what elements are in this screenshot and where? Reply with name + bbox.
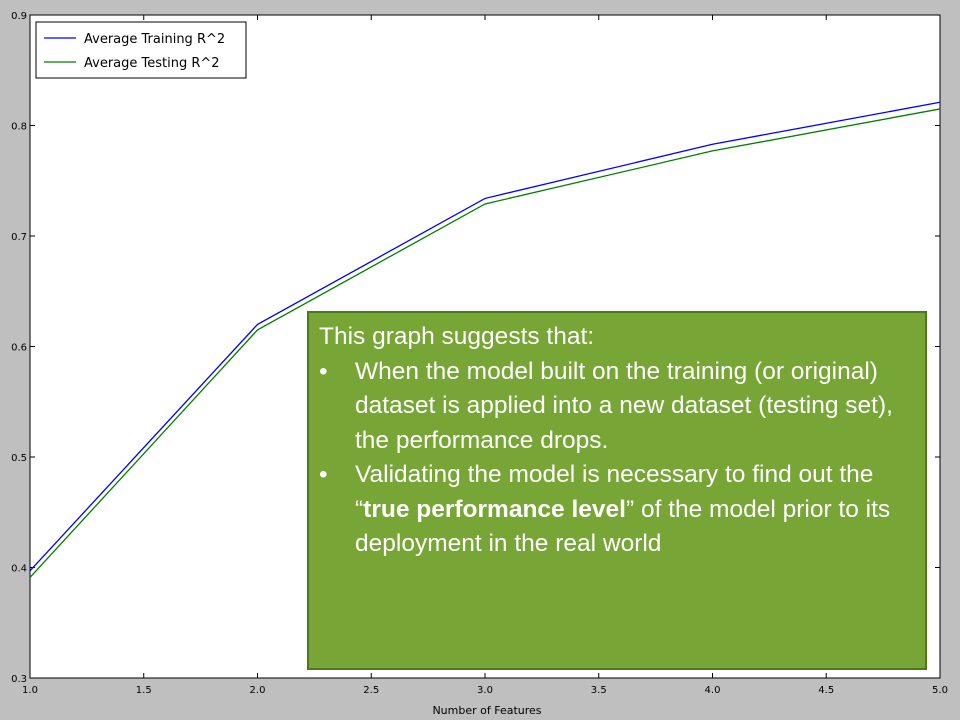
callout-bullet-item: • Validating the model is necessary to f… (319, 458, 913, 562)
callout-heading: This graph suggests that: (319, 323, 595, 350)
y-tick-label: 0.4 (11, 564, 27, 575)
y-tick-label: 0.8 (11, 122, 27, 133)
x-axis-title: Number of Features (432, 704, 541, 717)
x-tick-label: 1.0 (22, 685, 38, 696)
bullet-icon: • (319, 461, 328, 488)
series-line-testing (29, 108, 941, 578)
callout-bullet-item: • When the model built on the training (… (319, 355, 913, 459)
legend-label-testing: Average Testing R^2 (84, 56, 220, 71)
x-tick-label: 3.5 (591, 685, 607, 696)
y-tick-label: 0.7 (11, 232, 27, 243)
x-tick-label: 2.0 (250, 685, 266, 696)
x-tick-label: 4.0 (705, 685, 721, 696)
bullet-icon: • (319, 357, 328, 385)
x-tick-label: 5.0 (932, 685, 948, 696)
legend-label-training: Average Training R^2 (84, 32, 225, 47)
x-tick-label: 1.5 (136, 685, 152, 696)
axis-ticks: 1.0 1.5 2.0 2.5 3.0 3.5 4.0 4.5 5.0 0.3 0.4 0.5 0.6 0… (11, 11, 948, 696)
y-tick-label: 0.9 (11, 11, 27, 22)
legend-box (35, 21, 247, 79)
series-line-training (29, 101, 941, 572)
x-tick-label: 2.5 (363, 685, 379, 696)
y-tick-label: 0.6 (11, 343, 27, 354)
x-tick-label: 4.5 (818, 685, 834, 696)
callout-bullet-text: When the model built on the training (or… (355, 357, 893, 454)
series-lines (29, 101, 941, 578)
y-tick-label: 0.3 (11, 674, 27, 685)
x-tick-label: 3.0 (477, 685, 493, 696)
callout-bullet-list: • When the model built on the training (… (319, 355, 913, 562)
callout-text-pre: Validating the model is necessary to fin… (355, 461, 874, 523)
legend: Average Training R^2 Average Testing R^2 (35, 21, 247, 79)
y-tick-label: 0.5 (11, 453, 27, 464)
summary-callout: This graph suggests that: • When the mod… (307, 311, 927, 670)
callout-emphasis: true performance level (363, 495, 626, 523)
callout-text-post: ” of the model prior to its deployment i… (355, 495, 891, 558)
